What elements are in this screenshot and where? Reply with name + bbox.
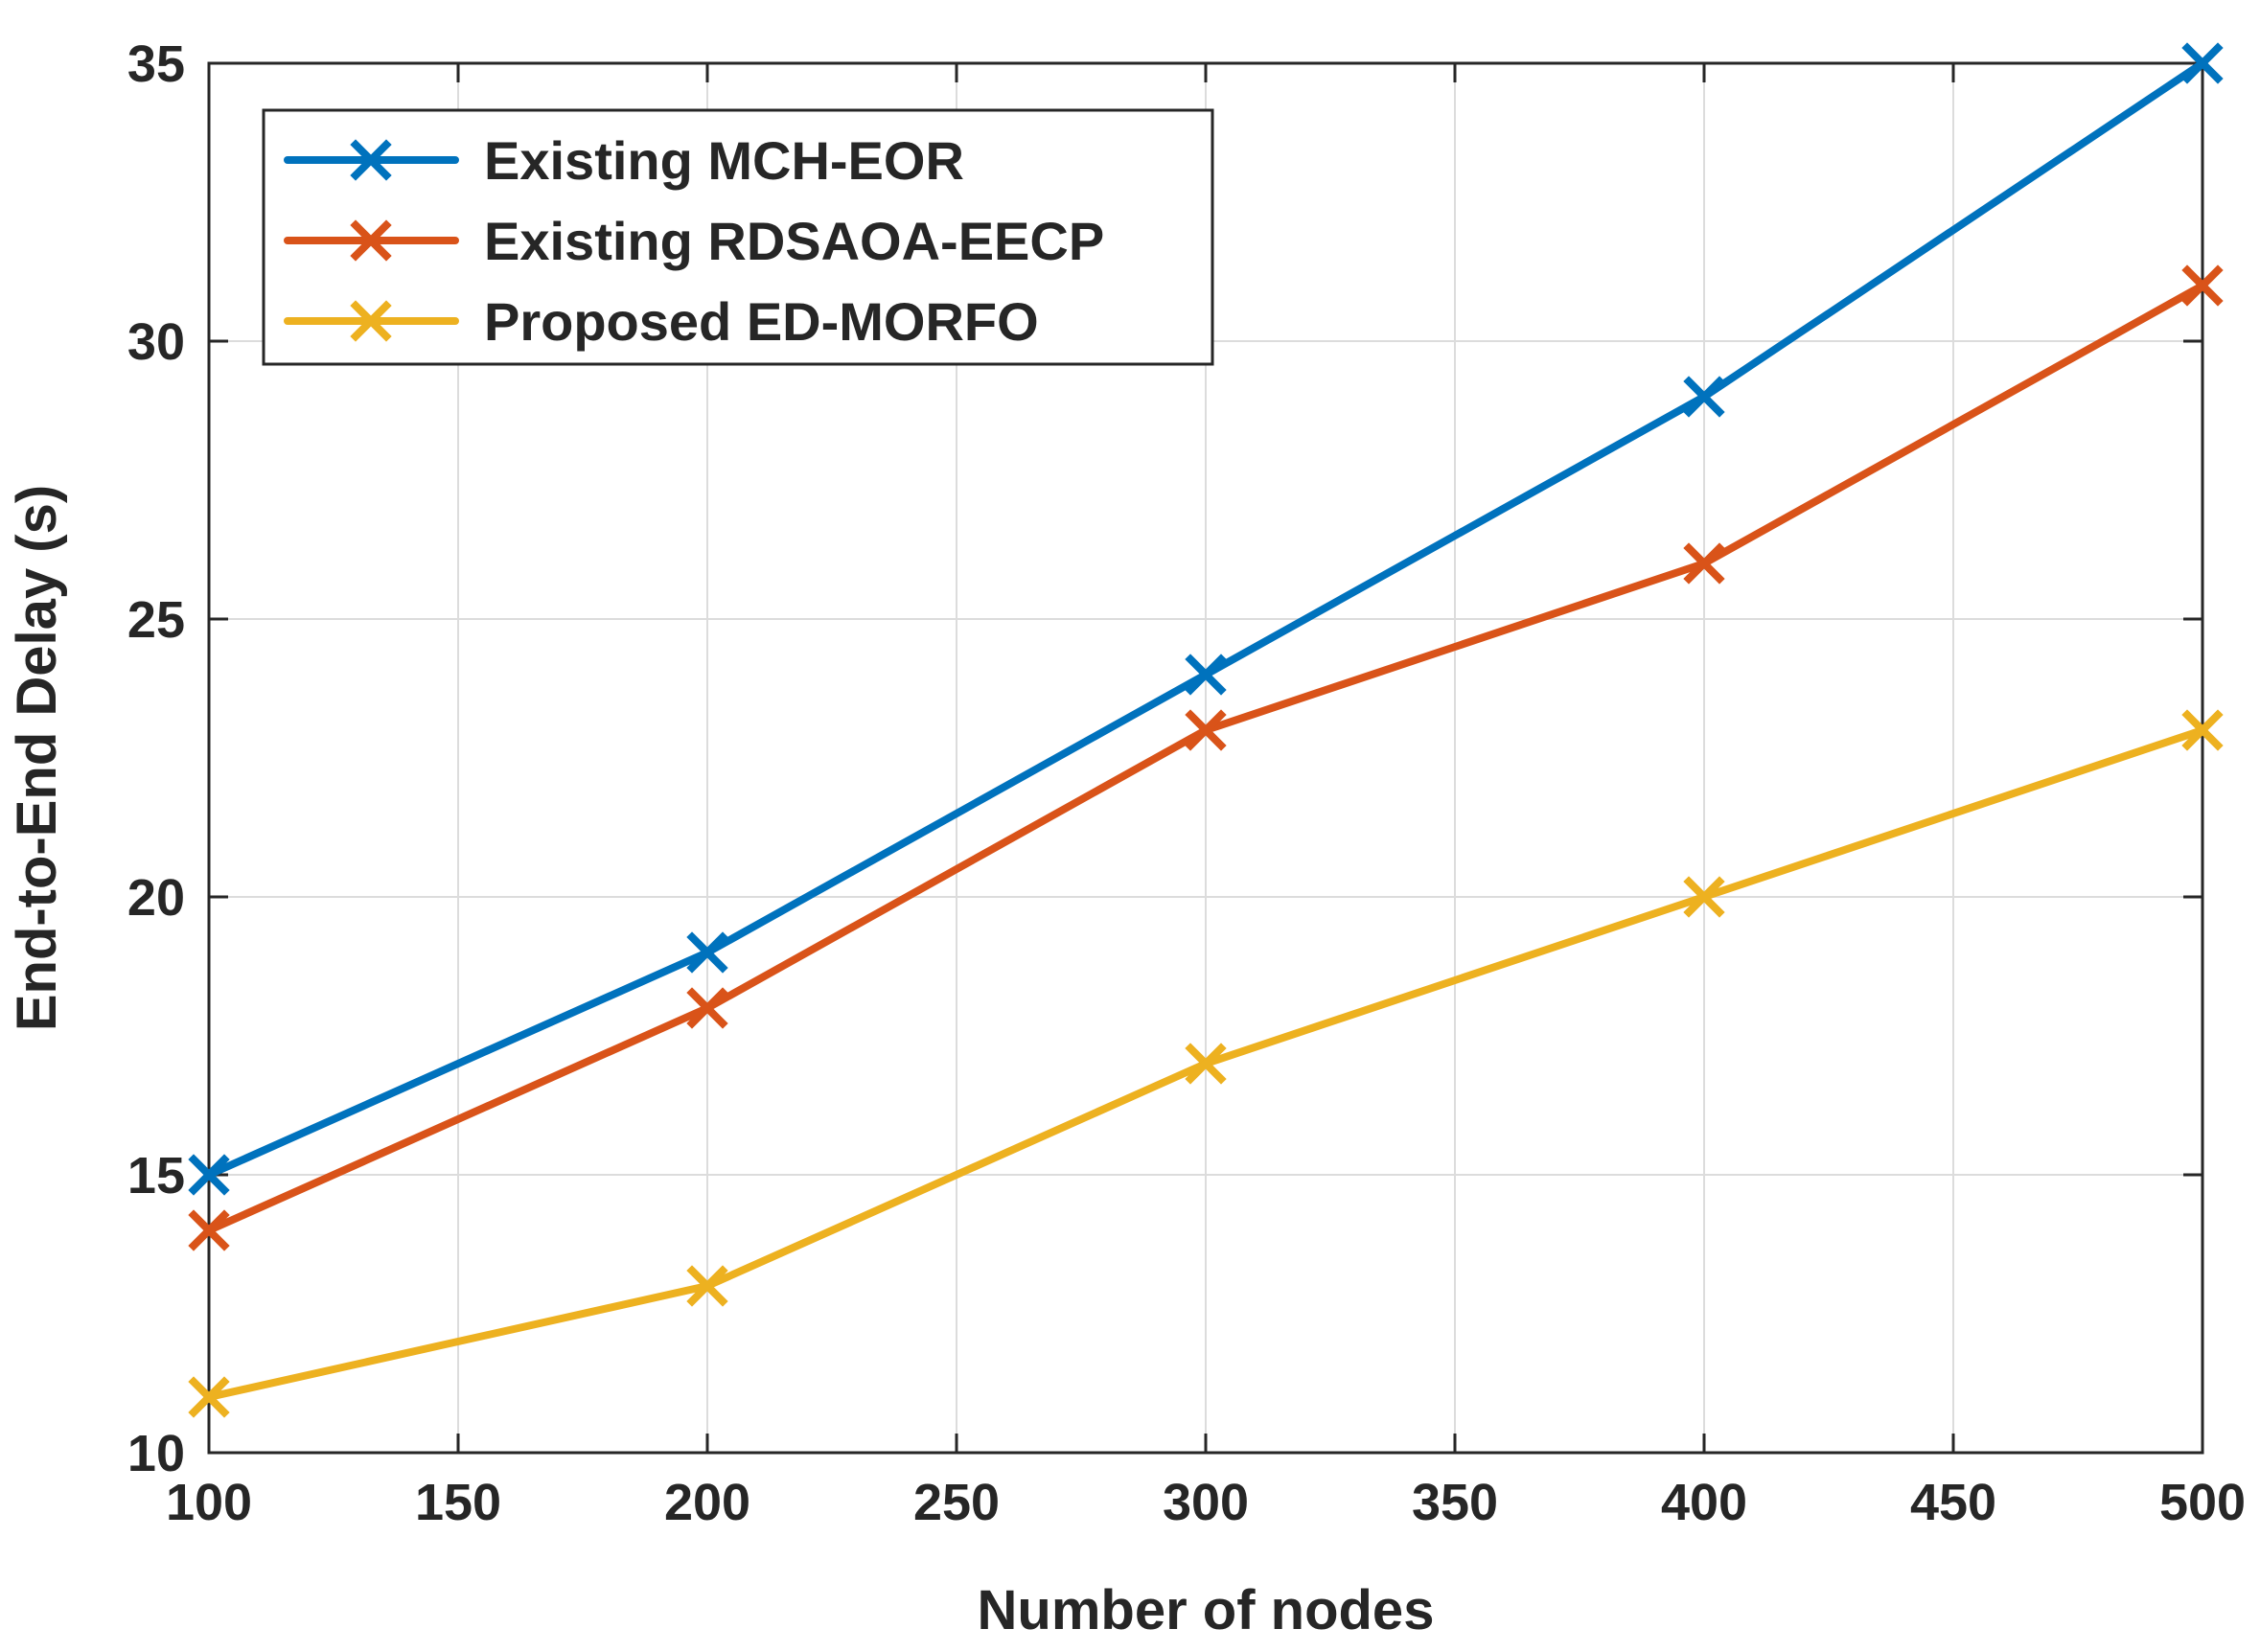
data-point-marker	[2181, 42, 2224, 84]
x-tick-label: 300	[1163, 1474, 1249, 1531]
data-point-marker	[686, 931, 728, 974]
legend-label: Proposed ED-MORFO	[484, 291, 1039, 352]
x-tick-label: 350	[1412, 1474, 1498, 1531]
legend-label: Existing RDSAOA-EECP	[484, 211, 1104, 271]
data-point-marker	[1185, 654, 1227, 696]
x-tick-label: 450	[1910, 1474, 1996, 1531]
y-axis-label: End-to-End Delay (s)	[6, 485, 68, 1031]
x-axis-label: Number of nodes	[978, 1579, 1435, 1641]
data-point-marker	[1185, 1043, 1227, 1085]
series-group	[188, 42, 2224, 1418]
y-tick-label: 15	[127, 1147, 185, 1205]
ticks: 100 150 200 250 300 350 400 450 500 10 15 20 25 30 35	[127, 35, 2246, 1531]
legend-swatch-marker	[350, 139, 392, 181]
data-point-marker	[686, 987, 728, 1029]
x-tick-label: 500	[2159, 1474, 2246, 1531]
data-point-marker	[188, 1154, 230, 1196]
legend-label: Existing MCH-EOR	[484, 130, 964, 191]
x-tick-label: 100	[166, 1474, 252, 1531]
y-tick-label: 35	[127, 35, 185, 93]
data-point-marker	[2181, 709, 2224, 751]
y-tick-label: 30	[127, 313, 185, 371]
x-tick-label: 400	[1661, 1474, 1747, 1531]
legend-swatch-marker	[350, 219, 392, 262]
legend-swatch-marker	[350, 300, 392, 342]
data-point-marker	[1185, 709, 1227, 751]
x-tick-label: 250	[913, 1474, 1000, 1531]
data-point-marker	[1683, 376, 1725, 418]
data-point-marker	[1683, 542, 1725, 585]
y-tick-label: 20	[127, 869, 185, 927]
x-tick-label: 150	[415, 1474, 501, 1531]
data-point-marker	[188, 1209, 230, 1251]
legend: Existing MCH-EOR Existing RDSAOA-EECP Prop…	[262, 108, 1214, 366]
y-tick-label: 10	[127, 1425, 185, 1482]
x-tick-label: 200	[664, 1474, 750, 1531]
y-tick-label: 25	[127, 591, 185, 649]
data-point-marker	[188, 1376, 230, 1418]
data-point-marker	[1683, 876, 1725, 918]
data-point-marker	[686, 1265, 728, 1307]
data-point-marker	[2181, 264, 2224, 307]
